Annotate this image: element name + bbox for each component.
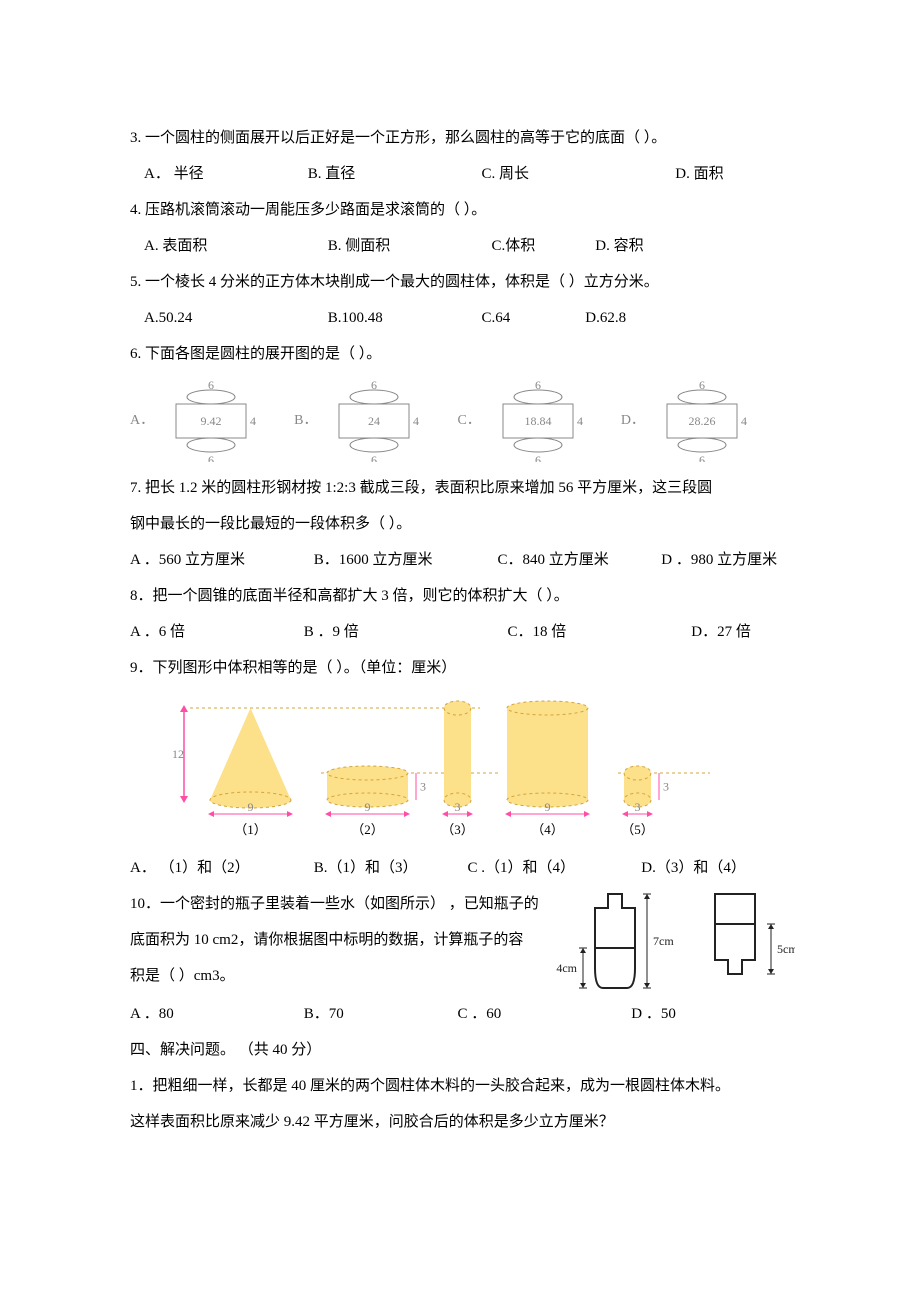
q6-net-c: 6 18.84 4 6	[487, 380, 593, 462]
q10-bottle-figure: 4cm 7cm 5cm	[555, 886, 795, 996]
svg-text:6: 6	[208, 453, 214, 462]
q6-stem: 6. 下面各图是圆柱的展开图的是（ ）。	[130, 336, 795, 372]
q4-stem: 4. 压路机滚筒滚动一周能压多少路面是求滚筒的（ ）。	[130, 192, 795, 228]
q10-figure: 4cm 7cm 5cm	[555, 886, 795, 996]
q3-opt-a[interactable]: A． 半径	[144, 156, 304, 192]
svg-text:7cm: 7cm	[653, 934, 674, 948]
q5-opt-a[interactable]: A.50.24	[144, 300, 324, 336]
q6-option-label-c[interactable]: C．	[457, 404, 480, 438]
q9-solids-figure: 12 9 （1） 3 9 （2） 3 （3） 9 （4） 3 3 （5）	[170, 690, 710, 850]
svg-text:4: 4	[250, 414, 256, 428]
q8-opt-d[interactable]: D．27 倍	[691, 614, 751, 650]
q7-opt-a[interactable]: A ．560 立方厘米	[130, 542, 310, 578]
q10-line2: 底面积为 10 cm2，请你根据图中标明的数据，计算瓶子的容	[130, 922, 547, 958]
q10-opt-c[interactable]: C ．60	[458, 996, 628, 1032]
q10-line1: 10．一个密封的瓶子里装着一些水（如图所示） ，已知瓶子的	[130, 886, 547, 922]
q8-stem: 8．把一个圆锥的底面半径和高都扩大 3 倍，则它的体积扩大（ ）。	[130, 578, 795, 614]
q8-opt-a[interactable]: A ．6 倍	[130, 614, 300, 650]
q7-opt-d[interactable]: D ．980 立方厘米	[661, 542, 777, 578]
svg-text:（5）: （5）	[621, 822, 654, 837]
q6-net-b: 6 24 4 6	[323, 380, 429, 462]
q5-opt-d[interactable]: D.62.8	[585, 300, 626, 336]
q5-stem: 5. 一个棱长 4 分米的正方体木块削成一个最大的圆柱体，体积是（ ）立方分米。	[130, 264, 795, 300]
p1-line2: 这样表面积比原来减少 9.42 平方厘米，问胶合后的体积是多少立方厘米？	[130, 1104, 795, 1140]
p1-line1: 1．把粗细一样，长都是 40 厘米的两个圆柱体木料的一头胶合起来，成为一根圆柱体…	[130, 1068, 795, 1104]
q10-options: A ．80 B．70 C ．60 D ．50	[130, 996, 795, 1032]
q9-opt-c[interactable]: C .（1）和（4）	[468, 850, 638, 886]
q7-opt-c[interactable]: C．840 立方厘米	[498, 542, 658, 578]
svg-text:4: 4	[741, 414, 747, 428]
q10-opt-b[interactable]: B．70	[304, 996, 454, 1032]
q4-opt-a[interactable]: A. 表面积	[144, 228, 324, 264]
svg-text:3: 3	[663, 780, 669, 794]
svg-text:3: 3	[420, 780, 426, 794]
q9-opt-d[interactable]: D.（3）和（4）	[641, 850, 746, 886]
q7-options: A ．560 立方厘米 B．1600 立方厘米 C．840 立方厘米 D ．98…	[130, 542, 795, 578]
svg-text:6: 6	[699, 380, 705, 392]
q9-stem: 9．下列图形中体积相等的是（ ）。（单位：厘米）	[130, 650, 795, 686]
svg-text:6: 6	[371, 453, 377, 462]
q3-options: A． 半径 B. 直径 C. 周长 D. 面积	[130, 156, 795, 192]
q4-opt-c[interactable]: C.体积	[492, 228, 592, 264]
q6-net-a: 6 9.42 4 6	[160, 380, 266, 462]
q10-opt-a[interactable]: A ．80	[130, 996, 300, 1032]
svg-text:9: 9	[365, 800, 371, 814]
section4-heading: 四、解决问题。 （共 40 分）	[130, 1032, 795, 1068]
svg-text:9: 9	[545, 800, 551, 814]
svg-text:9.42: 9.42	[201, 414, 222, 428]
q4-opt-b[interactable]: B. 侧面积	[328, 228, 488, 264]
q7-opt-b[interactable]: B．1600 立方厘米	[314, 542, 494, 578]
svg-text:（1）: （1）	[234, 822, 267, 837]
q4-opt-d[interactable]: D. 容积	[595, 228, 643, 264]
q5-options: A.50.24 B.100.48 C.64 D.62.8	[130, 300, 795, 336]
q10-opt-d[interactable]: D ．50	[631, 996, 676, 1032]
q8-opt-c[interactable]: C．18 倍	[508, 614, 688, 650]
svg-text:（4）: （4）	[531, 822, 564, 837]
svg-text:6: 6	[208, 380, 214, 392]
q6-option-label-d[interactable]: D．	[621, 404, 645, 438]
svg-text:6: 6	[699, 453, 705, 462]
svg-text:4: 4	[413, 414, 419, 428]
svg-text:6: 6	[535, 453, 541, 462]
q5-opt-b[interactable]: B.100.48	[328, 300, 478, 336]
svg-text:（3）: （3）	[441, 822, 474, 837]
q6-figures: A． 6 9.42 4 6 B． 6 24 4 6 C． 6 18.84 4 6 D． 6 28.26 4 6	[130, 380, 795, 462]
svg-text:6: 6	[535, 380, 541, 392]
q5-opt-c[interactable]: C.64	[482, 300, 582, 336]
svg-text:（2）: （2）	[351, 822, 384, 837]
q9-options: A． （1）和（2） B.（1）和（3） C .（1）和（4） D.（3）和（4…	[130, 850, 795, 886]
q6-net-d: 6 28.26 4 6	[651, 380, 757, 462]
q10-line3: 积是（ ）cm3。	[130, 958, 547, 994]
svg-text:5cm: 5cm	[777, 942, 795, 956]
svg-text:28.26: 28.26	[688, 414, 715, 428]
q3-stem: 3. 一个圆柱的侧面展开以后正好是一个正方形，那么圆柱的高等于它的底面（ ）。	[130, 120, 795, 156]
q3-opt-d[interactable]: D. 面积	[675, 156, 723, 192]
svg-text:18.84: 18.84	[524, 414, 551, 428]
q3-opt-c[interactable]: C. 周长	[482, 156, 672, 192]
svg-text:12: 12	[172, 747, 184, 761]
q8-options: A ．6 倍 B ．9 倍 C．18 倍 D．27 倍	[130, 614, 795, 650]
q6-option-label-b[interactable]: B．	[294, 404, 317, 438]
q6-option-label-a[interactable]: A．	[130, 404, 154, 438]
q7-line2: 钢中最长的一段比最短的一段体积多（ ）。	[130, 506, 795, 542]
q9-opt-a[interactable]: A． （1）和（2）	[130, 850, 310, 886]
svg-text:6: 6	[371, 380, 377, 392]
q9-figure: 12 9 （1） 3 9 （2） 3 （3） 9 （4） 3 3 （5）	[170, 690, 795, 850]
q4-options: A. 表面积 B. 侧面积 C.体积 D. 容积	[130, 228, 795, 264]
svg-text:9: 9	[248, 800, 254, 814]
svg-text:24: 24	[368, 414, 380, 428]
svg-text:4cm: 4cm	[556, 961, 577, 975]
q9-opt-b[interactable]: B.（1）和（3）	[314, 850, 464, 886]
q3-opt-b[interactable]: B. 直径	[308, 156, 478, 192]
q7-line1: 7. 把长 1.2 米的圆柱形钢材按 1:2:3 截成三段，表面积比原来增加 5…	[130, 470, 795, 506]
svg-text:3: 3	[455, 800, 461, 814]
svg-text:3: 3	[635, 800, 641, 814]
q8-opt-b[interactable]: B ．9 倍	[304, 614, 504, 650]
svg-text:4: 4	[577, 414, 583, 428]
